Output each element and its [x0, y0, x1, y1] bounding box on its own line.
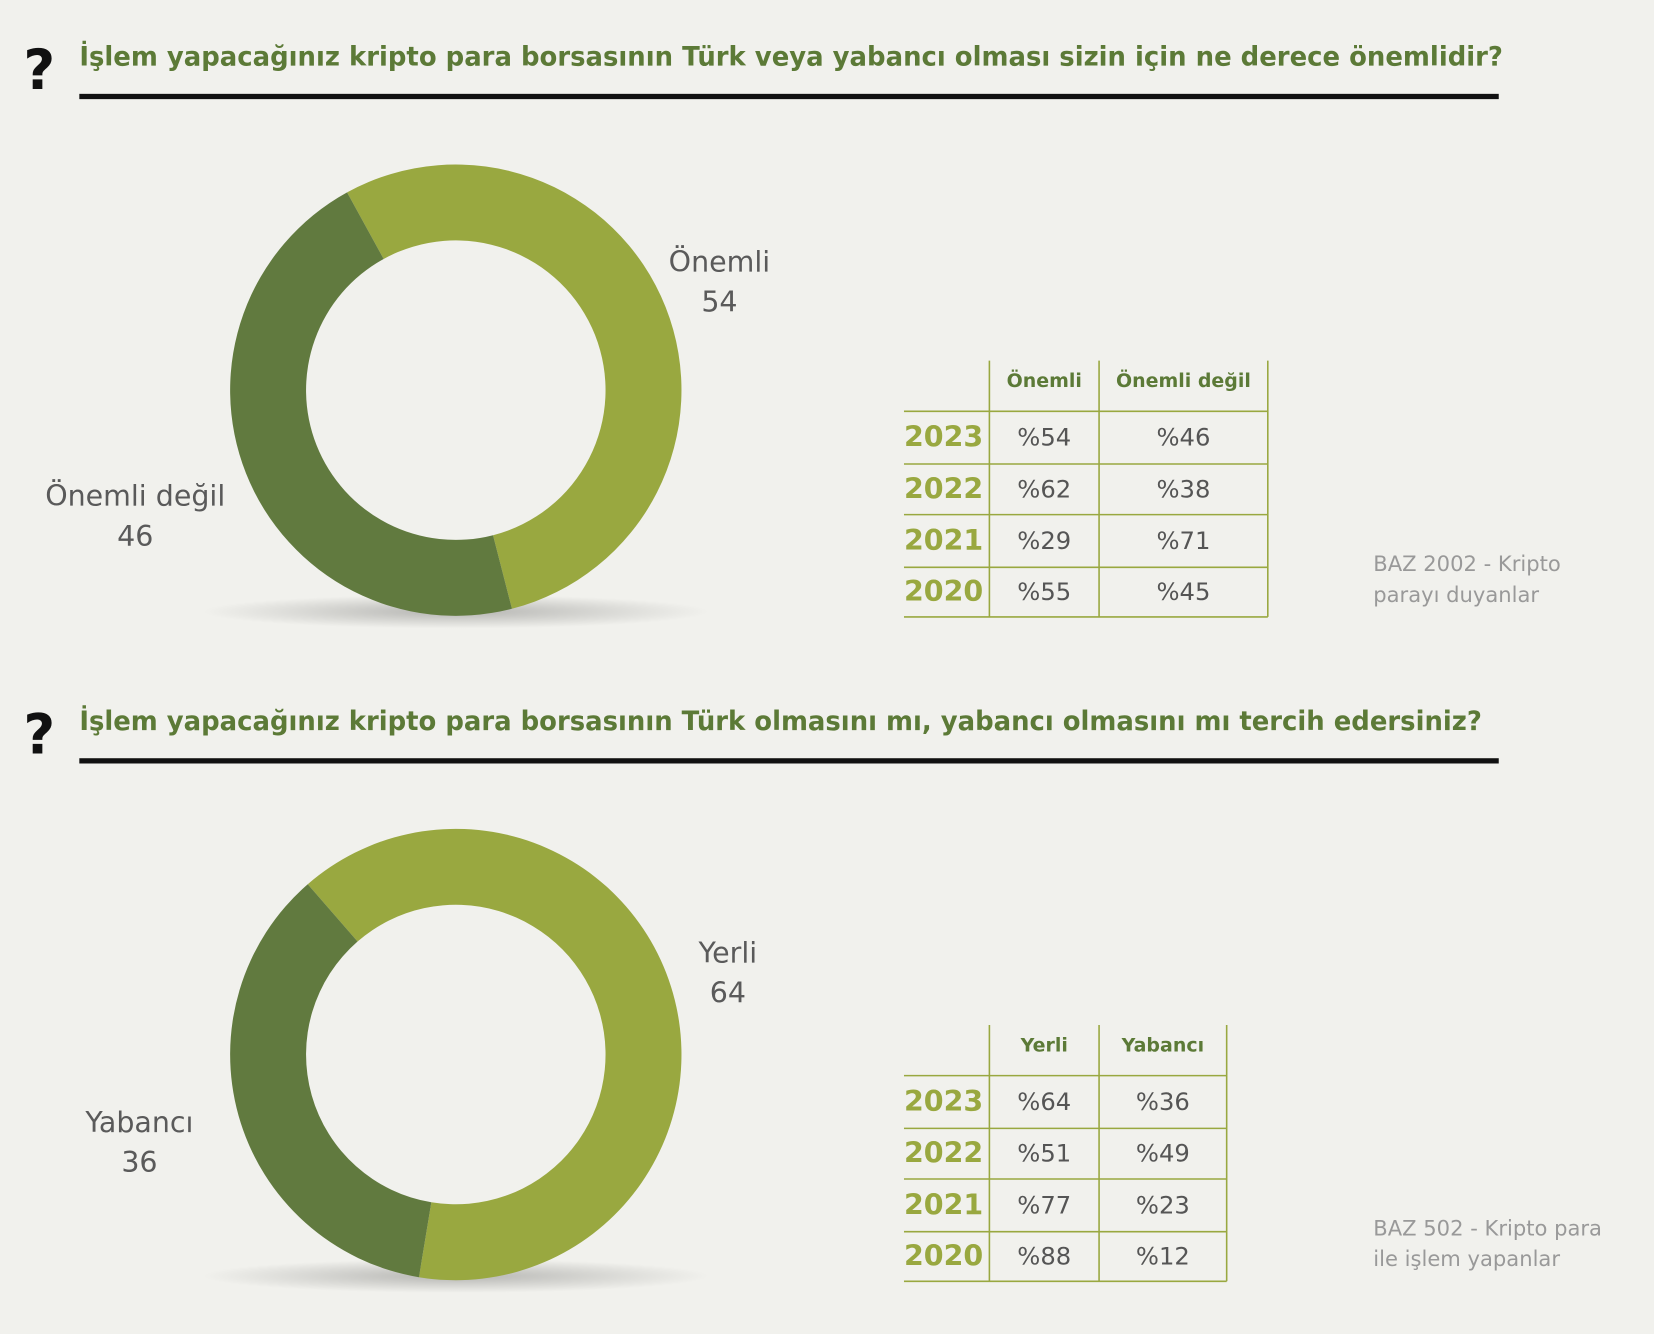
table-cell: %54 [1017, 423, 1071, 452]
table-cell: %64 [1017, 1087, 1071, 1116]
table-header: Önemli değil [1116, 368, 1251, 392]
segment-label: Yerli [698, 936, 758, 969]
donut-segment [347, 164, 682, 609]
table-cell: %29 [1017, 526, 1071, 555]
question-icon: ? [23, 702, 55, 766]
table-cell: %23 [1136, 1190, 1190, 1219]
question-title: İşlem yapacağınız kripto para borsasının… [79, 705, 1482, 737]
table-header: Yabancı [1121, 1035, 1204, 1057]
table-header: Yerli [1020, 1035, 1068, 1057]
table-cell: %51 [1017, 1139, 1071, 1168]
table-cell: %36 [1136, 1087, 1190, 1116]
title-rule [79, 758, 1499, 764]
table-cell: %71 [1156, 526, 1210, 555]
segment-label: Önemli [669, 245, 771, 279]
table-cell: %46 [1156, 423, 1210, 452]
table-cell: %55 [1017, 577, 1071, 606]
base-note: parayı duyanlar [1373, 582, 1539, 607]
table-cell: %45 [1156, 577, 1210, 606]
title-rule [79, 93, 1499, 100]
base-note: BAZ 502 - Kripto para [1373, 1216, 1602, 1241]
donut-segment [230, 884, 432, 1278]
segment-value: 46 [117, 520, 153, 553]
table-cell: %88 [1017, 1242, 1071, 1271]
table-cell: %12 [1136, 1242, 1190, 1271]
table-header: Önemli [1007, 368, 1082, 392]
question-icon: ? [23, 38, 55, 102]
table-year: 2020 [904, 575, 983, 608]
table-cell: %62 [1017, 474, 1071, 503]
table-year: 2021 [904, 524, 983, 557]
segment-value: 36 [121, 1146, 157, 1179]
donut-segment [307, 828, 682, 1281]
segment-value: 64 [710, 976, 746, 1009]
base-note: BAZ 2002 - Kripto [1373, 551, 1561, 576]
table-year: 2021 [904, 1188, 983, 1221]
table-year: 2023 [904, 1085, 983, 1118]
table-cell: %77 [1017, 1190, 1071, 1219]
table-cell: %38 [1156, 474, 1210, 503]
segment-value: 54 [701, 286, 737, 319]
donut-segment [230, 192, 512, 616]
base-note: ile işlem yapanlar [1373, 1246, 1560, 1271]
segment-label: Yabancı [84, 1106, 193, 1139]
table-year: 2022 [904, 472, 983, 505]
table-cell: %49 [1136, 1139, 1190, 1168]
table-year: 2022 [904, 1137, 983, 1170]
segment-label: Önemli değil [45, 479, 225, 513]
table-year: 2023 [904, 421, 983, 454]
table-year: 2020 [904, 1240, 983, 1273]
question-title: İşlem yapacağınız kripto para borsasının… [79, 40, 1503, 72]
